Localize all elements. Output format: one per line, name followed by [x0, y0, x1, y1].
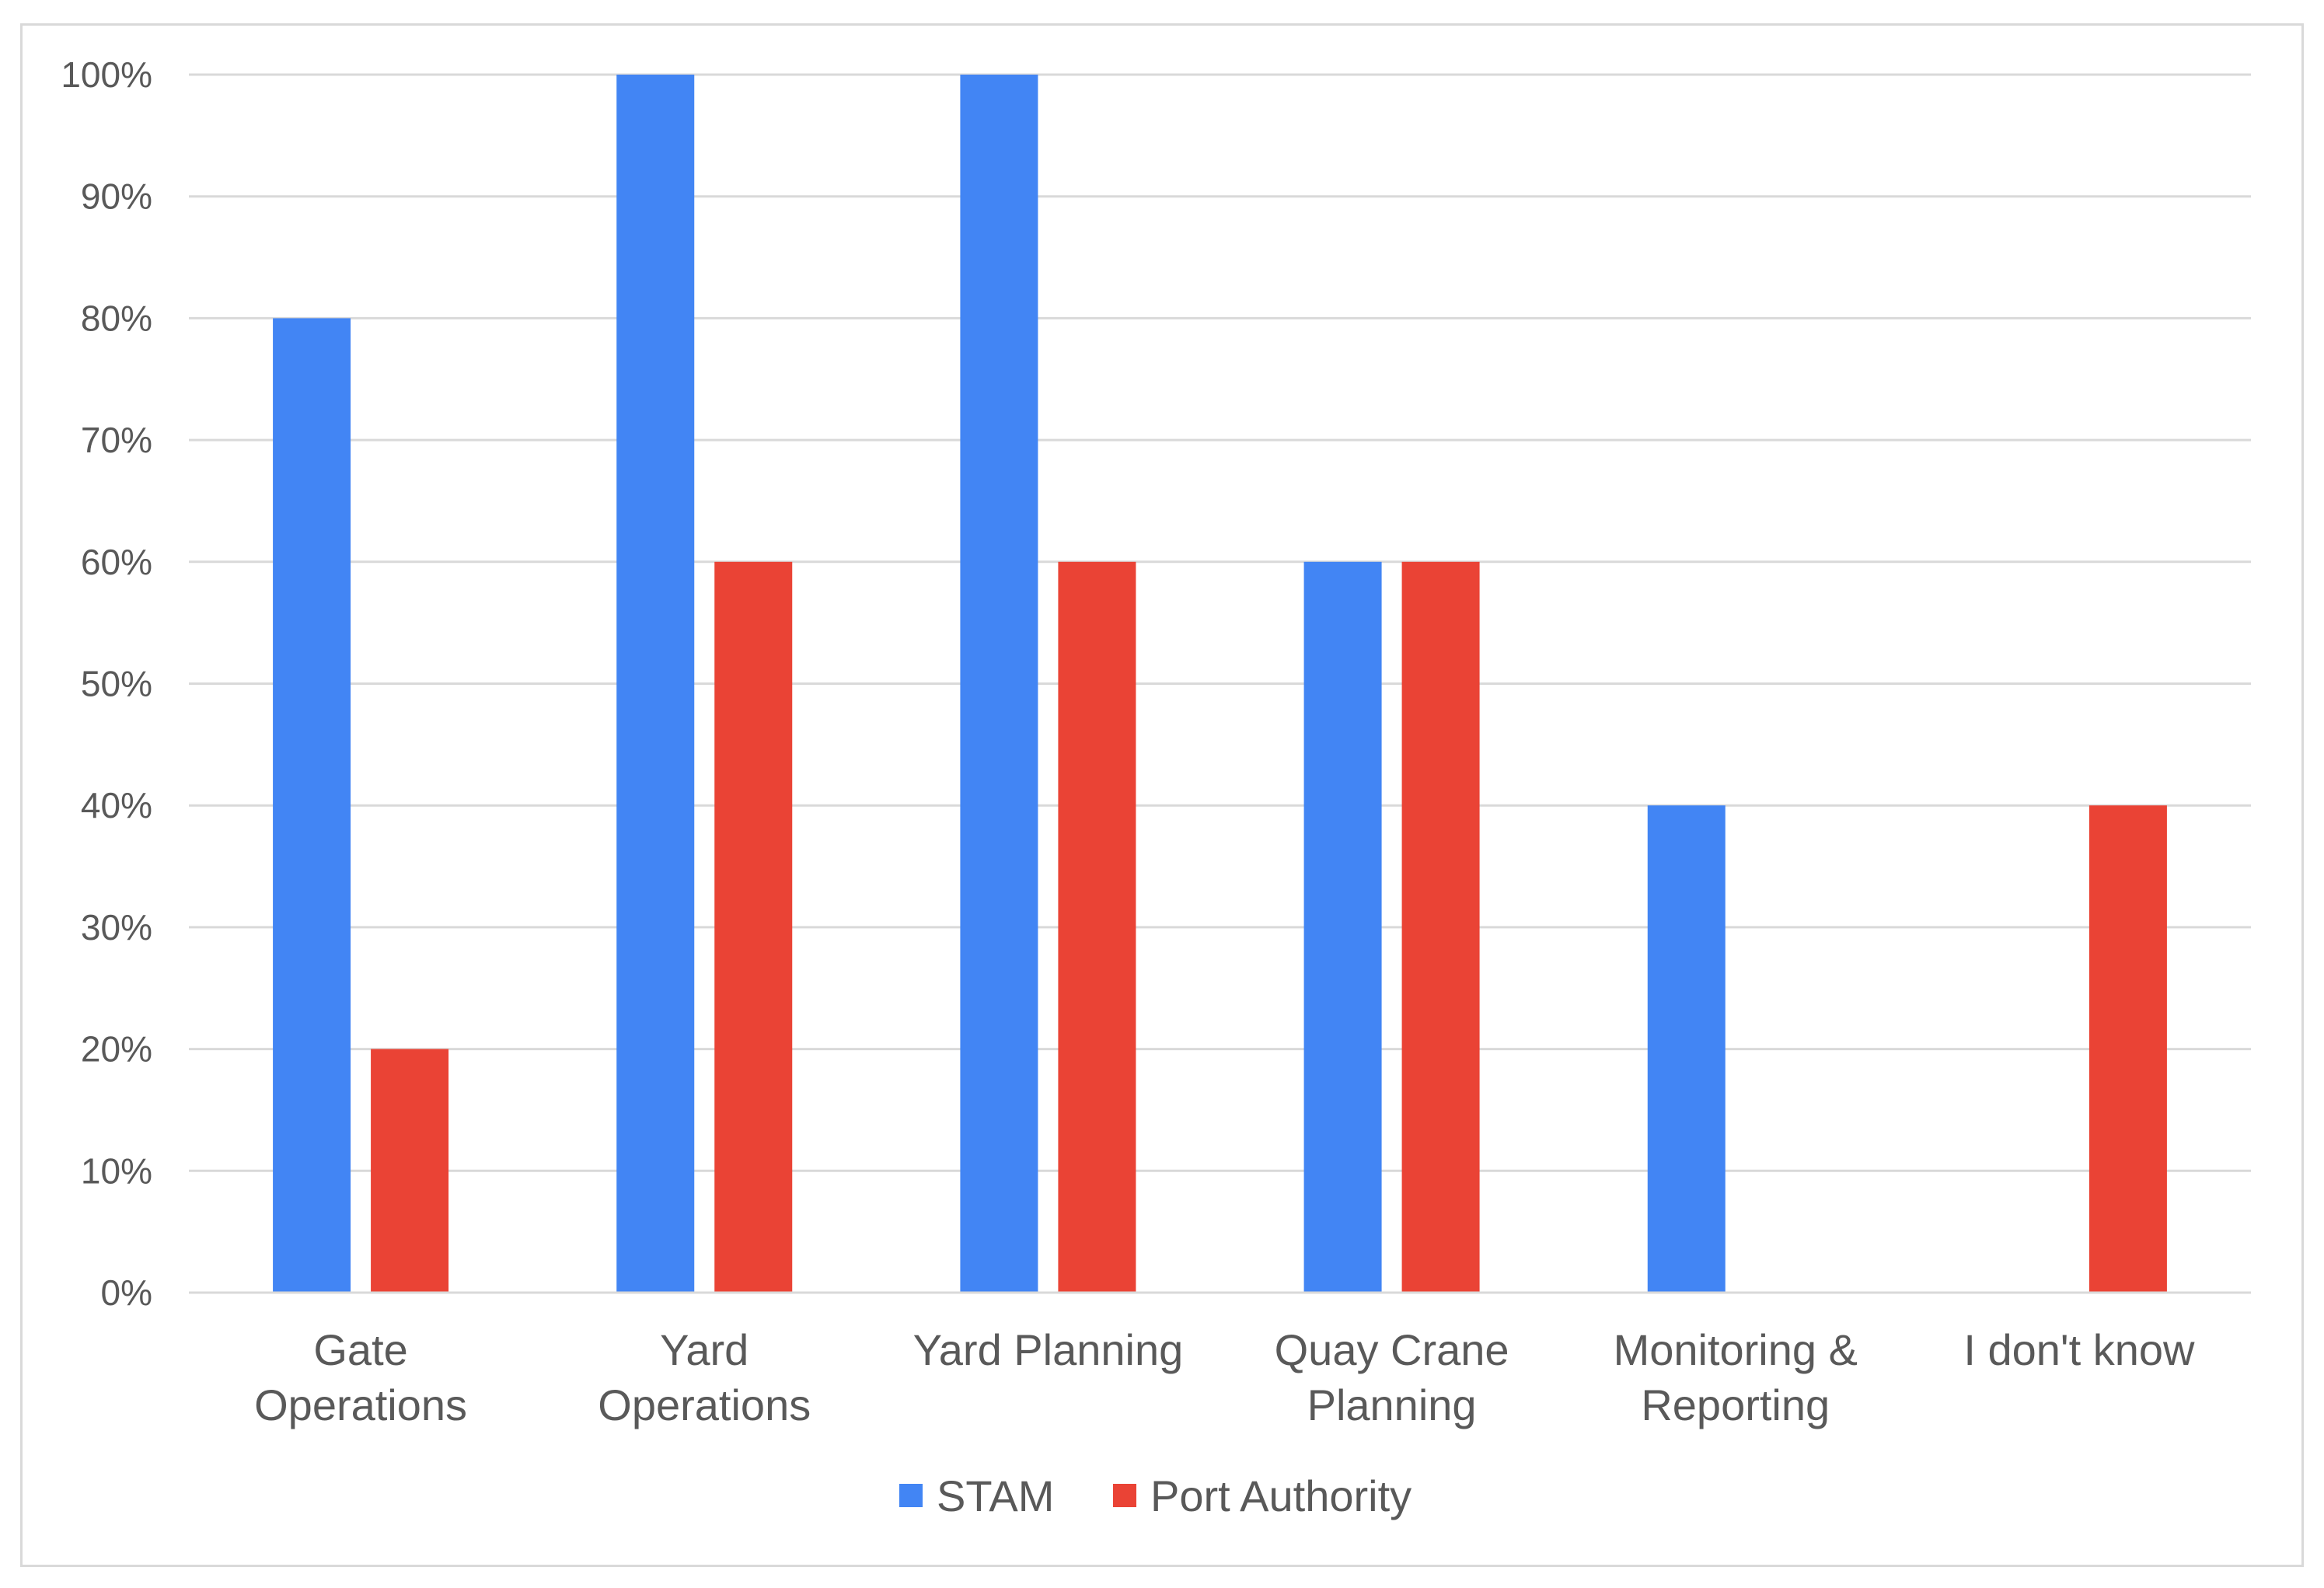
bar-port-authority [1058, 561, 1136, 1293]
y-tick-label: 100% [61, 54, 152, 95]
y-tick-label: 10% [81, 1150, 152, 1191]
y-axis-ticks: 0% 10% 20% 30% 40% 50% 60% 70% 80% 90% 100% [61, 54, 152, 1313]
y-tick-label: 20% [81, 1029, 152, 1070]
legend-label: Port Authority [1150, 1471, 1411, 1520]
y-tick-label: 30% [81, 907, 152, 948]
chart-frame [20, 23, 2304, 1567]
legend-swatch-stam [899, 1484, 923, 1507]
bar-stam [273, 318, 351, 1293]
legend: STAM Port Authority [899, 1471, 1411, 1520]
bars [273, 75, 2167, 1293]
legend-label: STAM [937, 1471, 1054, 1520]
y-tick-label: 70% [81, 420, 152, 460]
x-category-label: Yard [660, 1325, 748, 1374]
x-category-label: Monitoring & [1614, 1325, 1858, 1374]
legend-swatch-port-authority [1113, 1484, 1136, 1507]
bar-stam [616, 75, 695, 1293]
x-category-label: Operations [254, 1380, 467, 1429]
y-tick-label: 0% [101, 1272, 152, 1313]
x-category-label: Quay Crane [1275, 1325, 1509, 1374]
bar-stam [960, 75, 1038, 1293]
x-axis-labels: Gate Operations Yard Operations Yard Plannin… [254, 1325, 2195, 1429]
y-tick-label: 80% [81, 298, 152, 338]
x-category-label: Yard Planning [913, 1325, 1184, 1374]
y-tick-label: 40% [81, 785, 152, 825]
x-category-label: I don't know [1963, 1325, 2195, 1374]
gridlines [189, 73, 2251, 1172]
x-category-label: Planning [1307, 1380, 1477, 1429]
y-tick-label: 90% [81, 176, 152, 217]
x-category-label: Operations [598, 1380, 811, 1429]
y-tick-label: 50% [81, 664, 152, 704]
x-category-label: Gate [313, 1325, 407, 1374]
y-tick-label: 60% [81, 542, 152, 582]
bar-port-authority [371, 1049, 449, 1293]
bar-port-authority [2088, 805, 2167, 1293]
bar-port-authority [1401, 561, 1480, 1293]
bar-port-authority [714, 561, 793, 1293]
x-category-label: Reporting [1641, 1380, 1830, 1429]
bar-stam [1647, 805, 1726, 1293]
bar-stam [1303, 561, 1382, 1293]
